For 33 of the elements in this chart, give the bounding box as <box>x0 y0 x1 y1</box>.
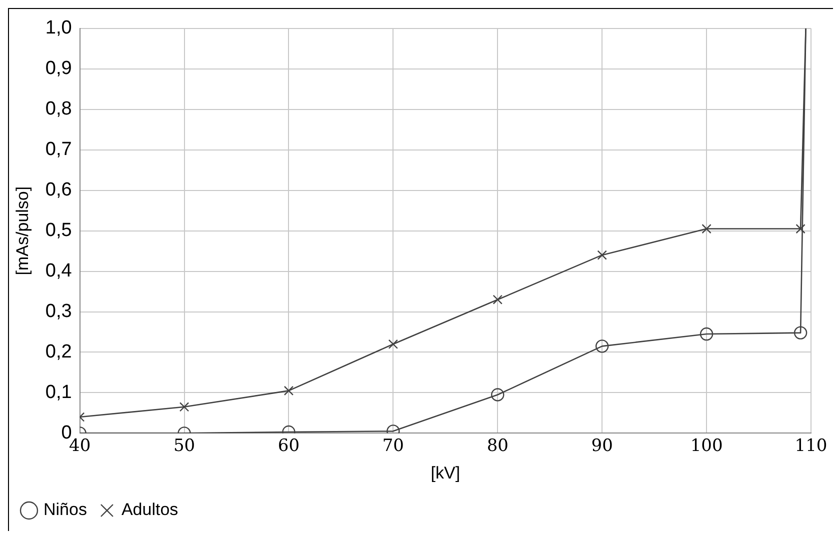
point <box>492 294 502 304</box>
y-tick-label: 0,3 <box>45 300 72 322</box>
legend-label: Adultos <box>121 500 178 520</box>
x-tick-label: 60 <box>278 436 300 456</box>
y-tick-label: 0,1 <box>45 382 72 403</box>
y-tick-label: 0,9 <box>45 58 72 80</box>
point <box>491 388 504 402</box>
point <box>597 250 607 260</box>
y-tick-label: 0 <box>61 422 72 444</box>
point <box>796 224 806 234</box>
point <box>284 386 294 396</box>
x-tick-label: 90 <box>591 436 613 456</box>
y-axis-title: [mAs/pulso] <box>12 186 32 276</box>
y-tick-label: 0,2 <box>45 341 72 362</box>
x-axis-title: [kV] <box>430 463 460 482</box>
y-tick-label: 0,5 <box>45 220 72 242</box>
x-tick-label: 100 <box>690 436 723 456</box>
y-tick-label: 1,0 <box>45 18 72 39</box>
y-tick-label: 0,4 <box>45 260 72 282</box>
point <box>388 339 398 349</box>
y-tick-label: 0,7 <box>45 139 72 160</box>
point <box>179 402 190 412</box>
point <box>595 340 609 353</box>
y-tick-label: 0,6 <box>45 180 72 201</box>
x-tick-label: 70 <box>382 436 404 456</box>
legend-label: Niños <box>44 500 87 520</box>
y-tick-label: 0,8 <box>45 98 72 120</box>
x-tick-label: 110 <box>794 436 828 456</box>
point <box>702 224 712 234</box>
x-tick-label: 80 <box>486 436 508 456</box>
x-tick-label: 50 <box>173 436 196 456</box>
point <box>700 327 714 341</box>
point <box>794 326 808 340</box>
